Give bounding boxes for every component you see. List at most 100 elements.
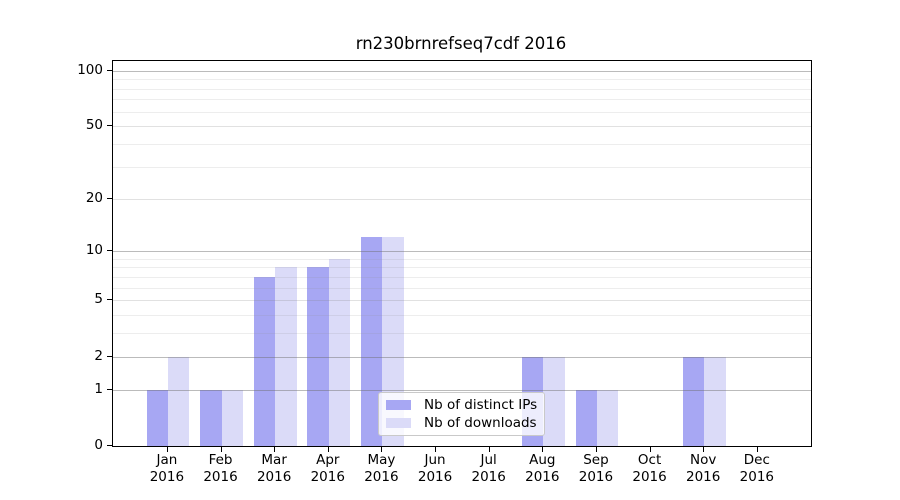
y-tick-mark-5: [107, 299, 112, 301]
y-tick-label-0: 0: [94, 437, 103, 453]
bar-jan-nb-of-downloads: [167, 356, 190, 446]
y-tick-label-50: 50: [85, 117, 103, 134]
x-tick-year: 2016: [364, 469, 399, 485]
x-tick-year: 2016: [310, 469, 345, 485]
x-tick-mark-apr: [327, 447, 329, 452]
x-tick-month: Feb: [208, 452, 233, 468]
gridline-y-100: [113, 70, 811, 72]
gridline-y-40: [113, 144, 811, 146]
x-tick-month: Mar: [261, 452, 287, 468]
bar-jan-nb-of-distinct-ips: [146, 389, 168, 446]
x-tick-mark-nov: [703, 447, 705, 452]
x-tick-year: 2016: [471, 469, 506, 485]
x-tick-mark-oct: [649, 447, 651, 452]
bar-sep-nb-of-downloads: [596, 389, 619, 446]
bar-feb-nb-of-distinct-ips: [200, 389, 222, 446]
x-tick-year: 2016: [256, 469, 292, 485]
y-tick-mark-100: [107, 69, 112, 71]
gridline-y-60: [113, 111, 811, 113]
y-tick-label-10: 10: [85, 242, 103, 259]
bar-apr-nb-of-distinct-ips: [307, 267, 329, 446]
x-tick-month: Oct: [637, 452, 662, 468]
gridline-y-90: [113, 79, 811, 81]
gridline-y-80: [113, 88, 811, 90]
legend-swatch-nb-of-downloads: [386, 417, 411, 429]
y-tick-mark-20: [107, 197, 112, 199]
legend-label: Nb of distinct IPs: [424, 396, 538, 413]
bar-aug-nb-of-downloads: [543, 356, 565, 446]
x-tick-year: 2016: [632, 469, 667, 485]
y-tick-mark-2: [107, 355, 112, 357]
bar-mar-nb-of-distinct-ips: [253, 276, 276, 446]
x-tick-mark-feb: [220, 447, 222, 452]
gridline-y-4: [113, 315, 811, 317]
x-tick-label-jun: Jun 2016: [403, 452, 467, 486]
gridline-y-8: [113, 267, 811, 269]
bar-sep-nb-of-distinct-ips: [575, 389, 597, 446]
x-tick-mark-jul: [488, 447, 490, 452]
y-tick-mark-50: [107, 125, 112, 127]
bar-apr-nb-of-downloads: [328, 258, 351, 446]
x-tick-month: Jul: [480, 452, 497, 468]
gridline-y-1: [113, 389, 811, 391]
gridline-y-9: [113, 258, 811, 260]
gridline-y-50: [113, 126, 811, 128]
x-tick-year: 2016: [203, 469, 238, 485]
bar-mar-nb-of-downloads: [275, 267, 297, 446]
x-tick-year: 2016: [686, 469, 721, 485]
x-tick-mark-mar: [274, 447, 276, 452]
gridline-y-20: [113, 198, 811, 200]
x-tick-month: Nov: [690, 452, 717, 468]
gridline-y-2: [113, 356, 811, 358]
x-tick-label-jan: Jan 2016: [135, 452, 199, 486]
x-tick-year: 2016: [525, 469, 560, 485]
chart-title: rn230brnrefseq7cdf 2016: [355, 34, 567, 53]
x-tick-month: Sep: [583, 452, 609, 468]
x-tick-month: Apr: [316, 452, 340, 468]
x-tick-label-aug: Aug 2016: [510, 452, 574, 486]
legend-swatch-nb-of-distinct-ips: [386, 399, 411, 411]
y-tick-label-2: 2: [94, 347, 103, 364]
y-tick-label-20: 20: [85, 189, 103, 206]
y-tick-label-100: 100: [77, 61, 103, 78]
x-tick-month: Jan: [156, 452, 178, 468]
legend-label: Nb of downloads: [424, 415, 537, 432]
y-tick-label-5: 5: [94, 291, 103, 308]
x-tick-label-feb: Feb 2016: [189, 452, 253, 486]
x-tick-year: 2016: [578, 469, 614, 485]
y-tick-label-1: 1: [94, 380, 103, 397]
bar-feb-nb-of-downloads: [221, 389, 243, 446]
x-tick-month: Jun: [424, 452, 446, 468]
x-tick-label-may: May 2016: [349, 452, 413, 486]
x-tick-mark-jun: [435, 447, 437, 452]
gridline-y-6: [113, 287, 811, 289]
x-tick-label-jul: Jul 2016: [457, 452, 521, 486]
x-tick-month: May: [367, 452, 396, 468]
x-tick-month: Aug: [529, 452, 556, 468]
legend-entry-nb-of-downloads: Nb of downloads: [379, 415, 544, 432]
x-tick-month: Dec: [743, 452, 770, 468]
gridline-y-3: [113, 333, 811, 335]
x-tick-label-apr: Apr 2016: [296, 452, 360, 486]
x-tick-label-sep: Sep 2016: [564, 452, 628, 486]
x-tick-label-dec: Dec 2016: [725, 452, 789, 486]
legend: Nb of distinct IPs Nb of downloads: [378, 392, 545, 436]
gridline-y-10: [113, 251, 811, 253]
y-tick-mark-0: [107, 445, 112, 446]
x-tick-year: 2016: [417, 469, 453, 485]
x-tick-label-oct: Oct 2016: [618, 452, 682, 486]
gridline-y-7: [113, 276, 811, 278]
x-tick-mark-sep: [595, 447, 597, 452]
legend-entry-nb-of-distinct-ips: Nb of distinct IPs: [379, 396, 544, 413]
gridline-y-70: [113, 99, 811, 101]
x-tick-year: 2016: [739, 469, 774, 485]
x-tick-mark-dec: [756, 447, 758, 452]
x-tick-year: 2016: [149, 469, 185, 485]
x-tick-label-mar: Mar 2016: [242, 452, 306, 486]
bar-nov-nb-of-downloads: [704, 356, 726, 446]
x-tick-label-nov: Nov 2016: [671, 452, 735, 486]
bar-may-nb-of-distinct-ips: [361, 237, 383, 446]
x-tick-mark-aug: [542, 447, 544, 452]
y-tick-mark-10: [107, 250, 112, 252]
